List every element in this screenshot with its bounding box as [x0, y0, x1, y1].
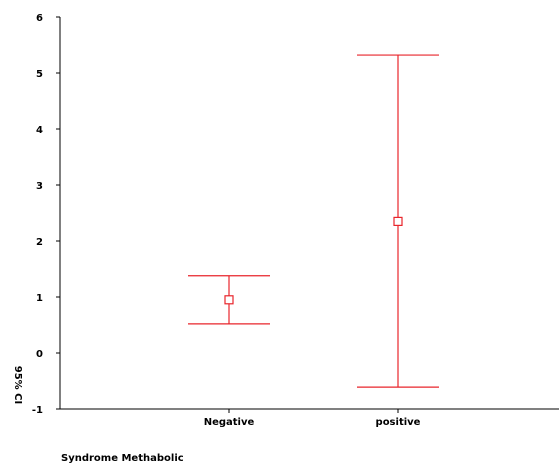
y-tick-label: 4: [36, 125, 43, 136]
y-tick-label: 0: [36, 349, 43, 360]
y-tick-label: 3: [36, 181, 43, 192]
mean-marker: [393, 216, 403, 226]
y-tick-label: -1: [32, 405, 43, 416]
error-bars: [188, 54, 439, 388]
x-tick-label: Negative: [204, 417, 255, 428]
x-tick-label: positive: [376, 417, 421, 428]
y-axis-label: 95% CI: [12, 366, 23, 404]
axes: [59, 17, 559, 410]
y-tick-label: 6: [36, 13, 43, 24]
y-tick-label: 2: [36, 237, 43, 248]
x-axis-label: Syndrome Methabolic: [61, 453, 184, 464]
mean-marker: [224, 295, 234, 305]
y-ticks: -1 0 1 2 3 4 5 6: [32, 13, 60, 416]
y-tick-label: 5: [36, 69, 43, 80]
y-tick-label: 1: [36, 293, 43, 304]
x-ticks: Negative positive: [204, 409, 421, 428]
